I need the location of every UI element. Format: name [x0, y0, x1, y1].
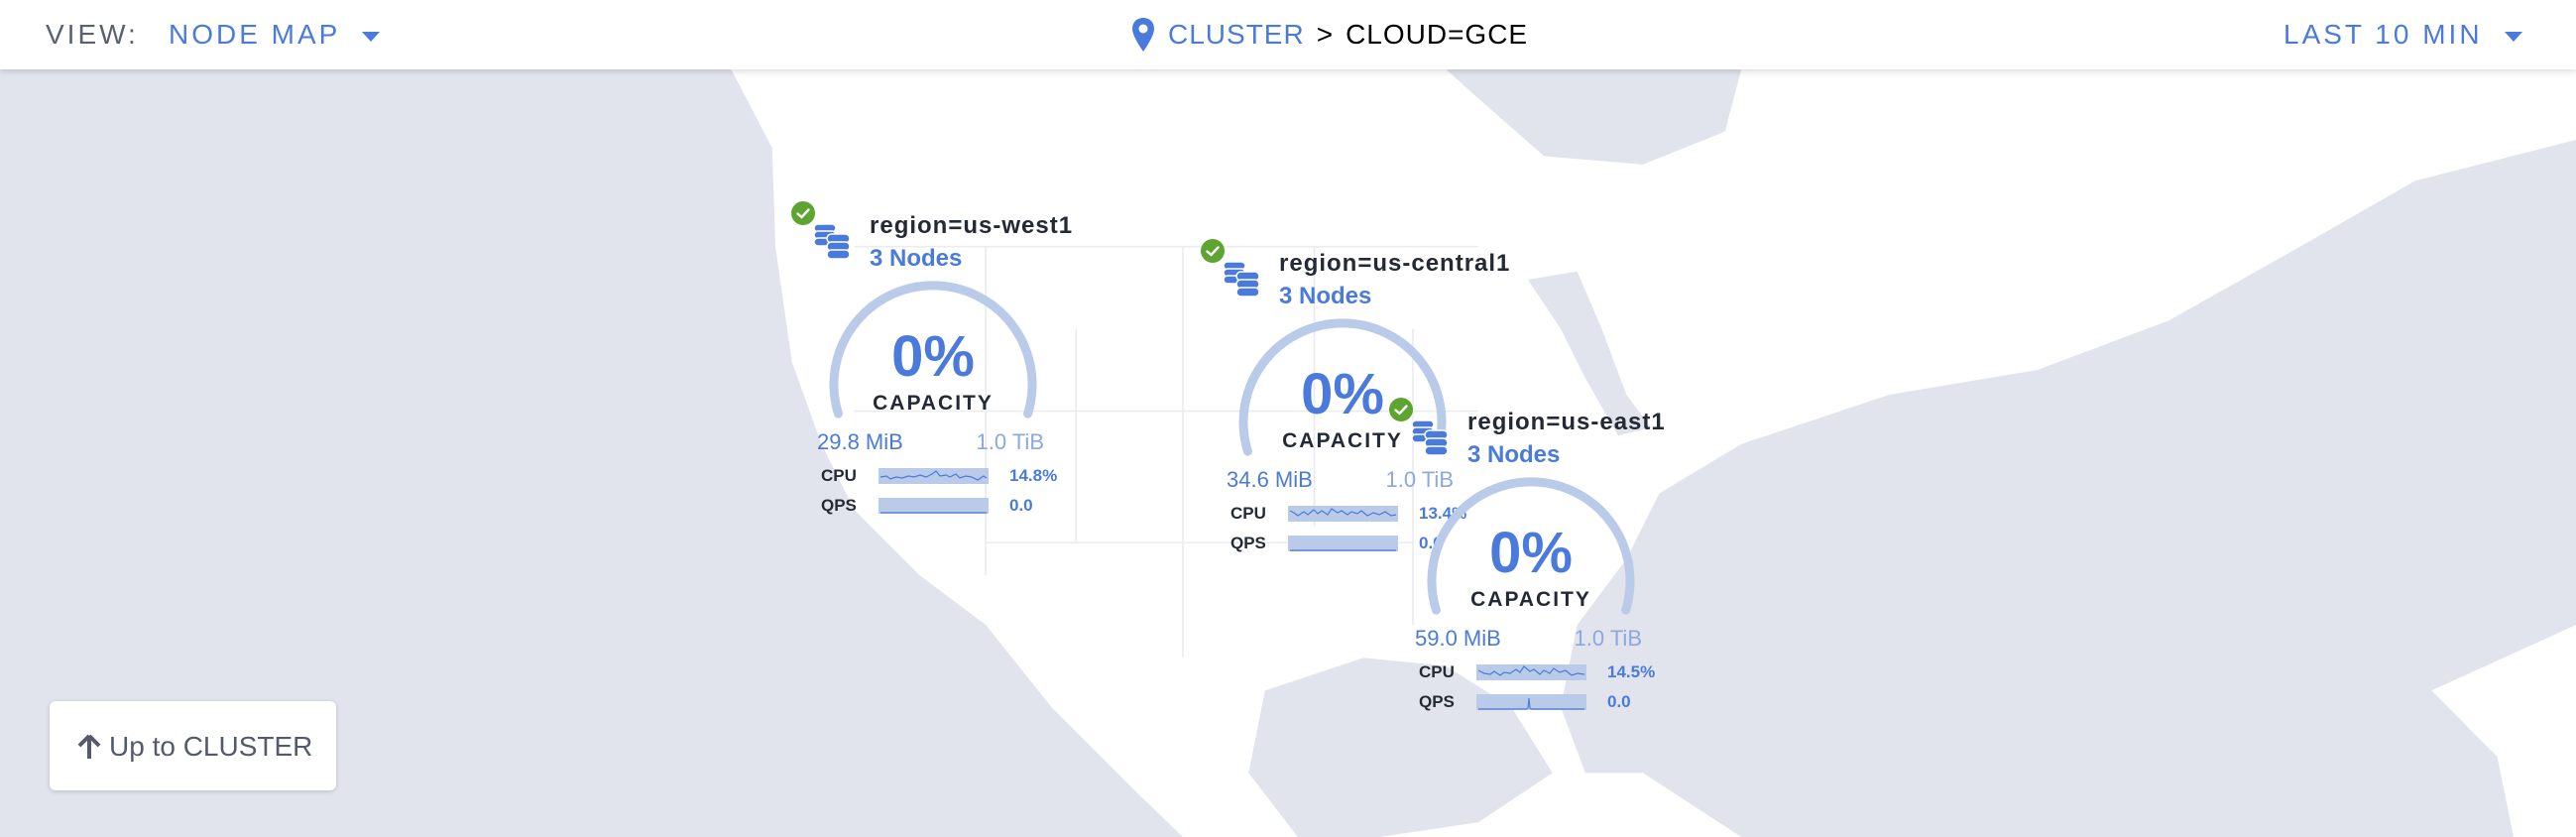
- node-count-link[interactable]: 3 Nodes: [870, 245, 963, 272]
- breadcrumb-cluster-link[interactable]: CLUSTER: [1168, 19, 1305, 50]
- land-north-america: [328, 68, 2576, 837]
- used-storage: 29.8 MiB: [817, 429, 903, 454]
- view-value[interactable]: NODE MAP: [169, 19, 341, 50]
- database-icon: [813, 223, 851, 260]
- arrow-up-icon: [77, 734, 101, 759]
- qps-sparkline: [1288, 536, 1398, 551]
- gauge-track: [1427, 477, 1635, 615]
- healthy-check-icon: [1389, 398, 1413, 421]
- breadcrumb-separator: >: [1316, 19, 1335, 50]
- view-selector[interactable]: NODE MAP: [169, 17, 381, 53]
- capacity-percent: 0%: [891, 324, 975, 389]
- breadcrumb: CLUSTER > CLOUD=GCE: [1130, 16, 1528, 54]
- cpu-value: 14.5%: [1607, 662, 1656, 681]
- gauge-track: [1238, 318, 1447, 456]
- qps-sparkline: [878, 498, 989, 514]
- qps-label: QPS: [1419, 692, 1455, 711]
- qps-value: 0.0: [1607, 692, 1631, 711]
- capacity-label: CAPACITY: [873, 392, 994, 415]
- region-us-east1[interactable]: region=us-east1 3 Nodes 0% CAPACITY 59.0…: [1389, 398, 1687, 725]
- database-icon: [1223, 261, 1260, 298]
- breadcrumb-current: CLOUD=GCE: [1346, 19, 1529, 50]
- land-mainland-interior: [788, 68, 1447, 197]
- region-us-central1[interactable]: region=us-central1 3 Nodes 0% CAPACITY 3…: [1201, 239, 1509, 566]
- caret-down-icon[interactable]: [2504, 31, 2522, 42]
- region-us-west1[interactable]: region=us-west1 3 Nodes 0% CAPACITY 29.8…: [791, 201, 1089, 529]
- node-count-link[interactable]: 3 Nodes: [1279, 283, 1372, 309]
- time-range-selector[interactable]: LAST 10 MIN: [2283, 17, 2522, 53]
- state-borders: [854, 245, 1479, 658]
- region-name: region=us-east1: [1467, 409, 1666, 435]
- healthy-check-icon: [1201, 239, 1225, 263]
- used-storage: 59.0 MiB: [1415, 626, 1501, 651]
- qps-label: QPS: [821, 496, 857, 515]
- top-bar: VIEW: NODE MAP CLUSTER > CLOUD=GCE LAST …: [0, 0, 2576, 69]
- capacity-label: CAPACITY: [1470, 588, 1591, 611]
- cpu-label: CPU: [821, 466, 857, 485]
- capacity-gauge: [1427, 477, 1635, 615]
- total-storage: 1.0 TiB: [1574, 626, 1642, 651]
- view-label: VIEW:: [46, 19, 139, 50]
- up-to-cluster-button[interactable]: Up to CLUSTER: [50, 701, 336, 790]
- cpu-sparkline: [878, 468, 989, 484]
- caret-down-icon[interactable]: [362, 31, 381, 42]
- qps-label: QPS: [1230, 534, 1266, 552]
- great-lakes: [1527, 271, 1652, 436]
- capacity-gauge: [1238, 318, 1447, 456]
- used-storage: 34.6 MiB: [1227, 467, 1313, 492]
- total-storage: 1.0 TiB: [1385, 467, 1454, 492]
- region-name: region=us-central1: [1279, 250, 1511, 277]
- time-range-value[interactable]: LAST 10 MIN: [2283, 19, 2483, 50]
- cpu-value: 14.8%: [1009, 466, 1058, 485]
- cpu-sparkline: [1288, 506, 1398, 522]
- total-storage: 1.0 TiB: [976, 429, 1044, 454]
- capacity-percent: 0%: [1301, 362, 1384, 426]
- gauge-track: [829, 281, 1037, 418]
- database-icon: [1411, 419, 1449, 456]
- map-pin-icon: [1132, 18, 1154, 52]
- qps-sparkline: [1476, 694, 1586, 710]
- node-count-link[interactable]: 3 Nodes: [1467, 441, 1561, 468]
- capacity-label: CAPACITY: [1282, 429, 1403, 452]
- region-name: region=us-west1: [870, 212, 1074, 239]
- cpu-label: CPU: [1230, 504, 1266, 523]
- cpu-sparkline: [1476, 664, 1586, 680]
- cpu-label: CPU: [1419, 662, 1455, 681]
- healthy-check-icon: [791, 201, 815, 225]
- qps-value: 0.0: [1009, 496, 1033, 515]
- capacity-gauge: [829, 281, 1037, 418]
- capacity-percent: 0%: [1489, 521, 1573, 585]
- caribbean-land: [2431, 625, 2576, 837]
- up-to-cluster-label: Up to CLUSTER: [109, 731, 313, 762]
